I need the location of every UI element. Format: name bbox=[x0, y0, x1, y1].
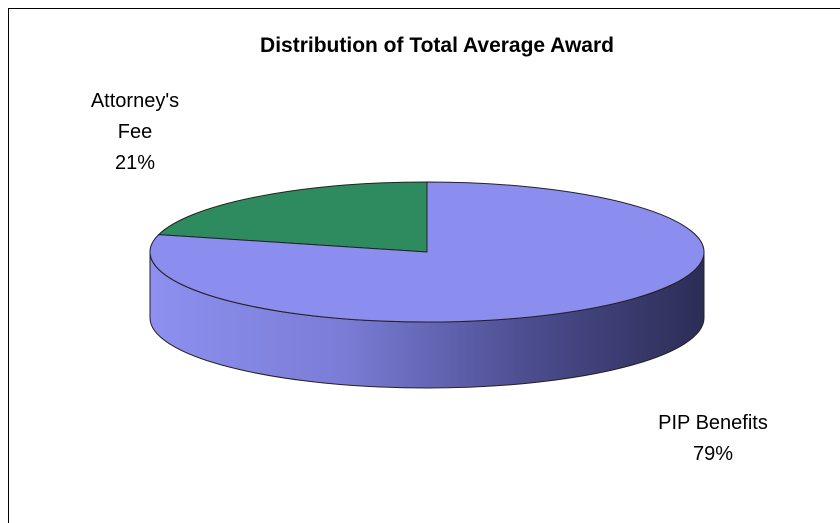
chart-frame bbox=[8, 8, 840, 523]
pie-slice bbox=[157, 181, 428, 253]
value-label: 79% bbox=[692, 443, 734, 465]
category-label: Attorney's Fee bbox=[90, 90, 180, 143]
value-label: 21% bbox=[114, 152, 156, 174]
category-label: PIP Benefits bbox=[658, 412, 768, 434]
chart-title: Distribution of Total Average Award bbox=[260, 34, 614, 57]
pie-slice bbox=[149, 181, 705, 323]
slice-label: PIP Benefits 79% bbox=[623, 408, 803, 470]
slice-label: Attorney's Fee 21% bbox=[75, 86, 195, 179]
